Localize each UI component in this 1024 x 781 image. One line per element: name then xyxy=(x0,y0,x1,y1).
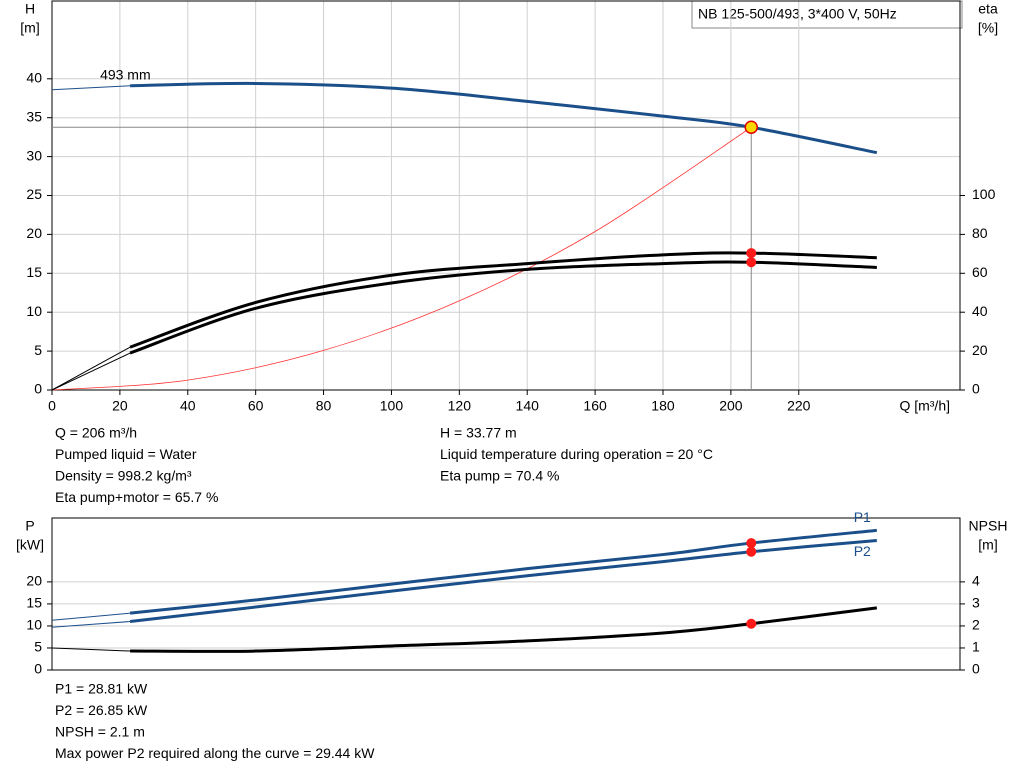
y-axis-label: H xyxy=(25,1,35,17)
info-text: Density = 998.2 kg/m³ xyxy=(55,468,192,484)
x-tick-label: 40 xyxy=(180,398,196,414)
x-tick-label: 160 xyxy=(583,398,607,414)
curve xyxy=(130,606,878,653)
y-tick-label: 40 xyxy=(26,70,42,86)
x-tick-label: 100 xyxy=(380,398,404,414)
y-tick-label: 10 xyxy=(26,617,42,633)
operating-point xyxy=(744,120,758,135)
y2-tick-label: 20 xyxy=(972,342,988,358)
y-axis-label: P xyxy=(25,518,34,534)
y2-tick-label: 1 xyxy=(972,639,980,655)
y-tick-label: 20 xyxy=(26,225,42,241)
y2-tick-label: 80 xyxy=(972,225,988,241)
y-tick-label: 30 xyxy=(26,147,42,163)
info-text: NPSH = 2.1 m xyxy=(55,724,145,740)
curve-extension xyxy=(51,346,131,391)
y2-tick-label: 0 xyxy=(972,661,980,677)
x-tick-label: 120 xyxy=(448,398,472,414)
info-text: P2 = 26.85 kW xyxy=(55,702,148,718)
x-tick-label: 180 xyxy=(651,398,675,414)
x-tick-label: 60 xyxy=(248,398,264,414)
y-axis-unit: [m] xyxy=(20,20,39,36)
x-tick-label: 80 xyxy=(316,398,332,414)
curve xyxy=(129,538,877,624)
x-tick-label: 140 xyxy=(516,398,540,414)
curve-extension xyxy=(51,352,131,391)
info-text: Eta pump = 70.4 % xyxy=(440,468,559,484)
y-tick-label: 25 xyxy=(26,186,42,202)
operating-marker xyxy=(746,618,757,629)
info-text: Eta pump+motor = 65.7 % xyxy=(55,489,218,505)
annotation: 493 mm xyxy=(100,67,151,83)
info-text: H = 33.77 m xyxy=(440,425,517,441)
operating-marker xyxy=(746,538,757,549)
y2-tick-label: 40 xyxy=(972,303,988,319)
info-text: Pumped liquid = Water xyxy=(55,446,197,462)
x-axis-label: Q [m³/h] xyxy=(899,398,950,414)
plot-frame xyxy=(51,517,961,671)
system-curve xyxy=(51,126,752,391)
y-tick-label: 0 xyxy=(34,381,42,397)
series-label: P2 xyxy=(854,543,871,559)
y2-tick-label: 0 xyxy=(972,381,980,397)
x-tick-label: 200 xyxy=(719,398,743,414)
x-tick-label: 20 xyxy=(112,398,128,414)
curve-extension xyxy=(51,85,131,91)
y-tick-label: 5 xyxy=(34,639,42,655)
info-text: Q = 206 m³/h xyxy=(55,425,137,441)
y-tick-label: 15 xyxy=(26,595,42,611)
y2-axis-label: eta xyxy=(978,1,998,17)
y2-axis-unit: [%] xyxy=(978,20,998,36)
y-tick-label: 0 xyxy=(34,661,42,677)
y2-tick-label: 4 xyxy=(972,573,980,589)
y2-axis-unit: [m] xyxy=(978,537,997,553)
info-text: Max power P2 required along the curve = … xyxy=(55,745,375,761)
y-tick-label: 20 xyxy=(26,573,42,589)
x-tick-label: 0 xyxy=(48,398,56,414)
curve-extension xyxy=(51,621,131,628)
plot-frame xyxy=(51,0,961,391)
series-label: P1 xyxy=(854,509,871,525)
operating-marker xyxy=(746,248,757,259)
chart-title: NB 125-500/493, 3*400 V, 50Hz xyxy=(698,6,897,22)
info-text: Liquid temperature during operation = 20… xyxy=(440,446,713,462)
y-tick-label: 35 xyxy=(26,108,42,124)
operating-marker xyxy=(746,257,757,268)
y2-axis-label: NPSH xyxy=(969,518,1008,534)
y2-tick-label: 60 xyxy=(972,264,988,280)
y-tick-label: 5 xyxy=(34,342,42,358)
curve-extension xyxy=(51,612,131,621)
curve xyxy=(129,251,877,349)
y2-tick-label: 3 xyxy=(972,595,980,611)
curve xyxy=(129,528,877,615)
title-box xyxy=(691,0,963,29)
y2-tick-label: 100 xyxy=(972,186,996,202)
y-tick-label: 10 xyxy=(26,303,42,319)
curve-extension xyxy=(51,647,131,652)
info-text: P1 = 28.81 kW xyxy=(55,681,148,697)
y-axis-unit: [kW] xyxy=(16,537,44,553)
x-tick-label: 220 xyxy=(787,398,811,414)
operating-marker xyxy=(746,546,757,557)
y-tick-label: 15 xyxy=(26,264,42,280)
y2-tick-label: 2 xyxy=(972,617,980,633)
